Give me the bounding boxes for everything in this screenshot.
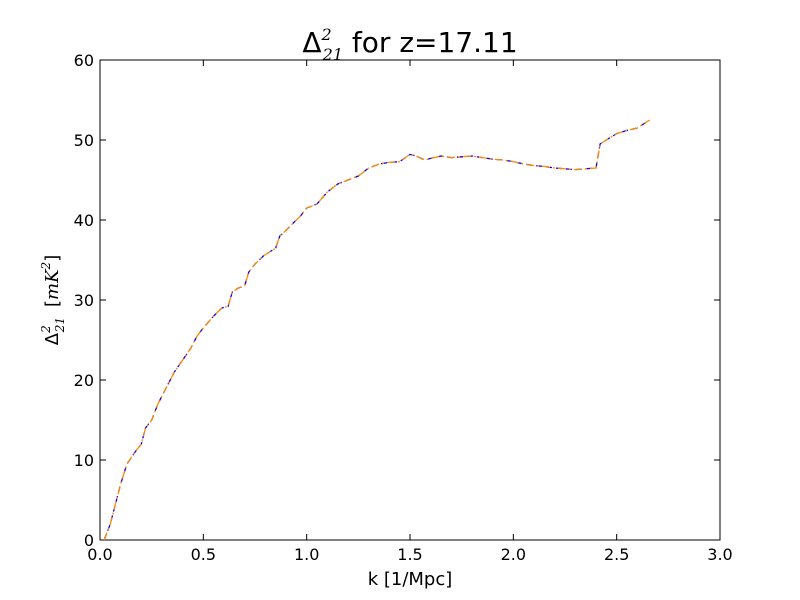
y-tick-label: 10 [74,451,94,470]
y-tick-label: 0 [84,531,94,550]
x-tick-label: 1.0 [294,545,319,564]
ylabel-unit-superscript: 2 [39,262,53,271]
x-tick-label: 0.0 [87,545,112,564]
x-tick-label: 0.5 [191,545,216,564]
y-axis-label: Δ221[mK2] [39,255,67,345]
x-tick-label: 3.0 [707,545,732,564]
ylabel-unit-open: [ [42,300,63,307]
ylabel-superscript: 2 [39,325,53,334]
y-tick-label: 20 [74,371,94,390]
x-tick-label: 2.5 [604,545,629,564]
y-tick-label: 30 [74,291,94,310]
y-tick-label: 40 [74,211,94,230]
title-superscript: 2 [320,25,331,44]
ylabel-delta-symbol: Δ [42,332,63,345]
ylabel-unit-k: K [42,268,63,284]
series-line-1 [103,119,651,541]
x-tick-label: 2.0 [501,545,526,564]
y-tick-label: 60 [74,51,94,70]
axis-ticks: 0.0 0.5 1.0 1.5 2.0 2.5 3.0 0 10 20 30 40 50 60 [74,51,733,564]
ylabel-unit-close: ] [42,255,63,262]
y-tick-label: 50 [74,131,94,150]
title-delta-symbol: Δ [302,26,321,59]
x-axis-label: k [1/Mpc] [368,569,453,590]
title-text: for z=17.11 [343,26,518,59]
series-layer [103,119,651,541]
title-subscript: 21 [322,45,343,64]
ylabel-unit-m: m [42,283,63,300]
chart-title: Δ2 21 for z=17.11 [302,25,517,64]
plot-frame [99,59,721,541]
series-line-2 [103,119,651,541]
x-tick-label: 1.5 [397,545,422,564]
ylabel-subscript: 21 [53,317,67,333]
